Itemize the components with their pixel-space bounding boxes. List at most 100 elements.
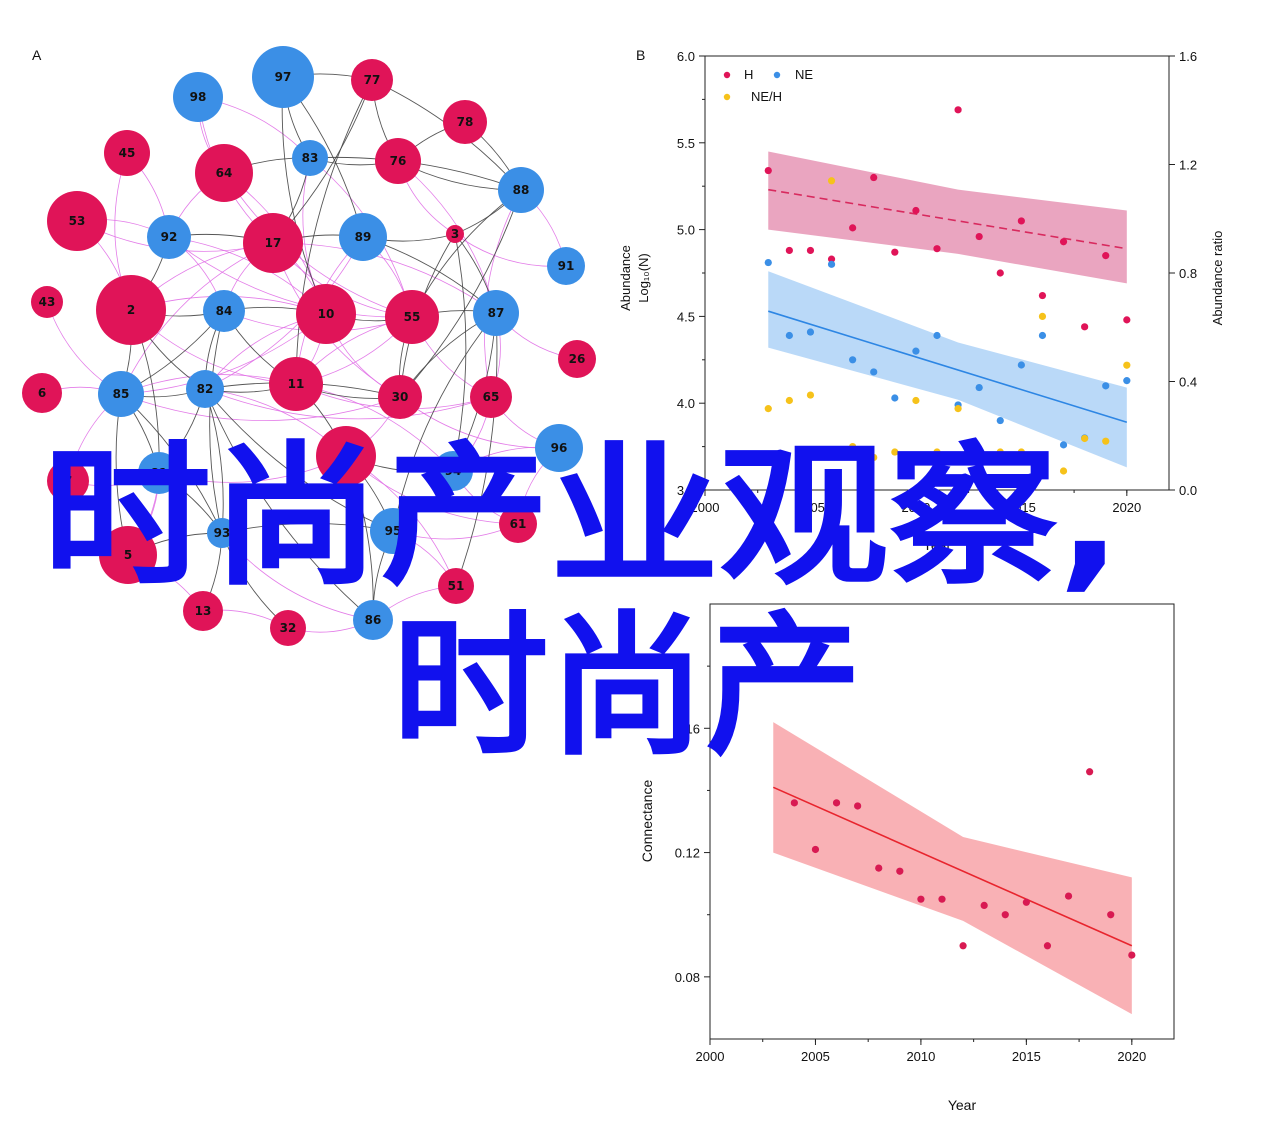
node-circle-red [443,100,487,144]
node-label: 6 [38,386,46,400]
point-neh [764,405,772,413]
node-label: 86 [365,613,382,627]
network-node: 81 [138,452,180,494]
network-edge-strong [204,388,374,621]
node-label: 65 [483,390,500,404]
network-node: 83 [292,140,328,176]
legend-neh-label: NE/H [751,89,782,104]
node-label: 88 [513,183,530,197]
node-label: 85 [113,387,130,401]
point-neh [806,391,815,399]
point-h [1017,217,1025,225]
point-h [849,224,857,232]
node-label: 43 [39,295,56,309]
node-circle-blue [98,371,144,417]
point [1128,951,1136,959]
network-edge-strong [455,312,498,587]
network-node: 45 [104,130,150,176]
point-ne [996,416,1004,425]
network-edge-strong [399,189,522,398]
node-label: 77 [364,73,381,87]
point-ne [785,331,793,340]
node-label: 93 [214,526,231,540]
node-circle-red [385,290,439,344]
node-label: 98 [190,90,207,104]
point-ne [975,383,983,392]
point [1064,892,1073,900]
point-neh [1059,467,1068,475]
y-tick-label: 5.0 [677,223,695,238]
node-circle-blue [138,452,180,494]
point-neh [912,396,920,405]
network-edge-strong [295,79,373,385]
x-tick-label: 2015 [1007,500,1036,515]
point-ne [870,368,878,376]
connectance-ylabel: Connectance [639,780,655,863]
point-h [764,166,772,175]
point [917,895,925,903]
point-neh [891,448,899,456]
abundance-axes: 2000 2005 2010 2015 2020 3.5 4.0 4.5 5.0 5.5 6.0 0.… [677,49,1197,515]
network-node: 98 [173,72,223,122]
network-node: 1 [316,426,376,486]
network-node: 11 [269,357,323,411]
point-h [1081,323,1089,331]
y-tick-label: 0.08 [675,970,700,985]
network-edge-weak [223,172,413,318]
node-circle-red [438,568,474,604]
network-node: 78 [443,100,487,144]
node-label: 78 [457,115,474,129]
network-node: 91 [547,247,585,285]
point [980,901,988,909]
node-circle-blue [203,290,245,332]
node-label: 81 [151,466,168,480]
node-circle-blue [207,518,237,548]
node-circle-blue [433,451,473,491]
node-label: 94 [445,464,462,478]
node-circle-red [31,286,63,318]
abundance-fit-lines [768,188,1128,424]
node-circle-red [96,275,166,345]
panel-a-label: A [32,47,42,63]
point-ne [912,347,920,355]
x-tick-label: 2000 [691,500,720,515]
network-node: 43 [31,286,63,318]
point-h [1059,238,1068,246]
node-circle-red [47,191,107,251]
network-node: 85 [98,371,144,417]
node-circle-blue [370,508,416,554]
network-node: 94 [433,451,473,491]
point [832,799,841,807]
network-edge-weak [204,388,492,420]
node-label: 13 [195,604,212,618]
y-tick-label: 0.12 [675,846,700,861]
connectance-axes: 2000 2005 2010 2015 2020 0.08 0.12 0.16 [675,665,1146,1064]
point [811,845,820,854]
fit-line-h [768,188,1127,250]
node-circle-red [558,340,596,378]
network-node: 64 [195,144,253,202]
y2-tick-label: 0.0 [1179,483,1197,498]
legend-ne-marker [773,71,781,79]
node-circle-red [270,610,306,646]
point [854,802,862,810]
x-tick-label: 2005 [801,1049,830,1064]
connectance-points [790,768,1136,959]
y-tick-label: 4.0 [677,396,695,411]
node-label: 11 [288,377,305,391]
node-circle-red [269,357,323,411]
point-h [806,246,815,255]
point [896,867,904,875]
point-neh [849,443,857,451]
connectance-plot-frame [709,603,1175,1040]
x-tick-label: 2010 [906,1049,935,1064]
node-circle-red [47,460,89,502]
abundance-points [764,106,1131,475]
node-circle-blue [186,370,224,408]
point-neh [1017,448,1025,456]
node-label: 10 [318,307,335,321]
x-tick-label: 2020 [1117,1049,1146,1064]
node-circle-red [351,59,393,101]
fit-line [772,786,1133,947]
network-node: 32 [270,610,306,646]
